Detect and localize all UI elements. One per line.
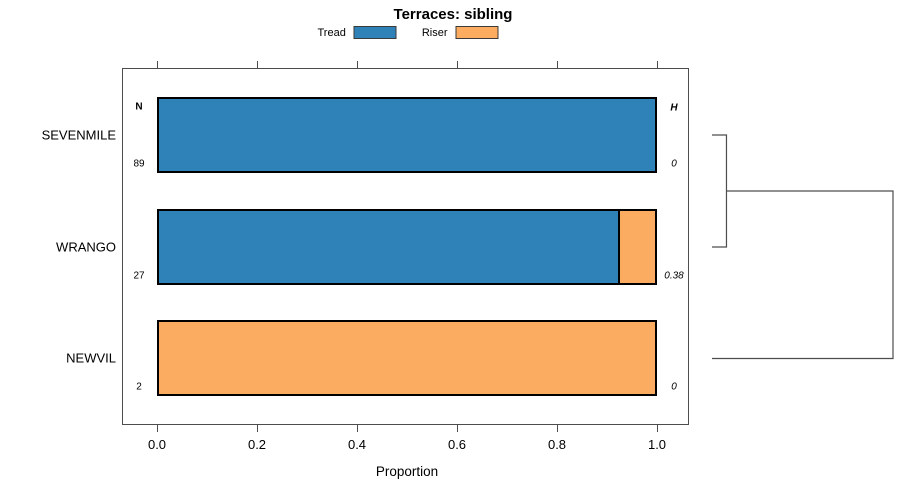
axis-tick-top bbox=[557, 61, 558, 68]
legend-label-tread: Tread bbox=[317, 26, 346, 39]
bar-segment-tread bbox=[159, 211, 619, 283]
axis-tick-bottom bbox=[257, 425, 258, 432]
bar-row bbox=[157, 97, 657, 173]
x-tick-label: 0.0 bbox=[147, 437, 167, 452]
n-column-header: N bbox=[135, 101, 143, 113]
n-value: 27 bbox=[133, 270, 145, 282]
axis-tick-bottom bbox=[657, 425, 658, 432]
tread-swatch bbox=[353, 26, 397, 39]
bar-segment-riser bbox=[618, 211, 655, 283]
axis-tick-top bbox=[357, 61, 358, 68]
h-value: 0 bbox=[671, 158, 677, 170]
axis-tick-top bbox=[257, 61, 258, 68]
axis-tick-top bbox=[157, 61, 158, 68]
legend-label-riser: Riser bbox=[421, 26, 448, 39]
dendrogram-merge-1 bbox=[712, 134, 728, 248]
chart-title: Terraces: sibling bbox=[393, 6, 513, 23]
h-column-header: H bbox=[670, 102, 678, 114]
bar-segment-riser bbox=[159, 322, 655, 394]
n-value: 2 bbox=[136, 381, 142, 393]
x-tick-label: 0.6 bbox=[447, 437, 467, 452]
legend-item-tread: Tread bbox=[318, 26, 397, 39]
h-value: 0 bbox=[671, 381, 677, 393]
riser-swatch bbox=[455, 26, 499, 39]
n-value: 89 bbox=[133, 158, 145, 170]
axis-tick-bottom bbox=[557, 425, 558, 432]
x-tick-label: 1.0 bbox=[647, 437, 667, 452]
category-label-newvil: NEWVIL bbox=[66, 350, 116, 366]
bar-segment-tread bbox=[159, 99, 655, 171]
category-label-wrango: WRANGO bbox=[56, 239, 116, 255]
h-value: 0.38 bbox=[664, 270, 684, 282]
bar-row bbox=[157, 320, 657, 396]
category-label-sevenmile: SEVENMILE bbox=[41, 127, 116, 143]
x-tick-label: 0.2 bbox=[247, 437, 267, 452]
axis-tick-bottom bbox=[157, 425, 158, 432]
axis-tick-bottom bbox=[357, 425, 358, 432]
x-tick-label: 0.4 bbox=[347, 437, 367, 452]
bar-row bbox=[157, 209, 657, 285]
legend-item-riser: Riser bbox=[422, 26, 499, 39]
axis-tick-top bbox=[457, 61, 458, 68]
axis-tick-bottom bbox=[457, 425, 458, 432]
axis-tick-top bbox=[657, 61, 658, 68]
plot-area bbox=[122, 68, 689, 425]
legend: Tread Riser bbox=[318, 26, 499, 39]
x-tick-label: 0.8 bbox=[547, 437, 567, 452]
x-axis-label: Proportion bbox=[375, 464, 439, 479]
dendrogram-merge-2 bbox=[712, 190, 894, 360]
